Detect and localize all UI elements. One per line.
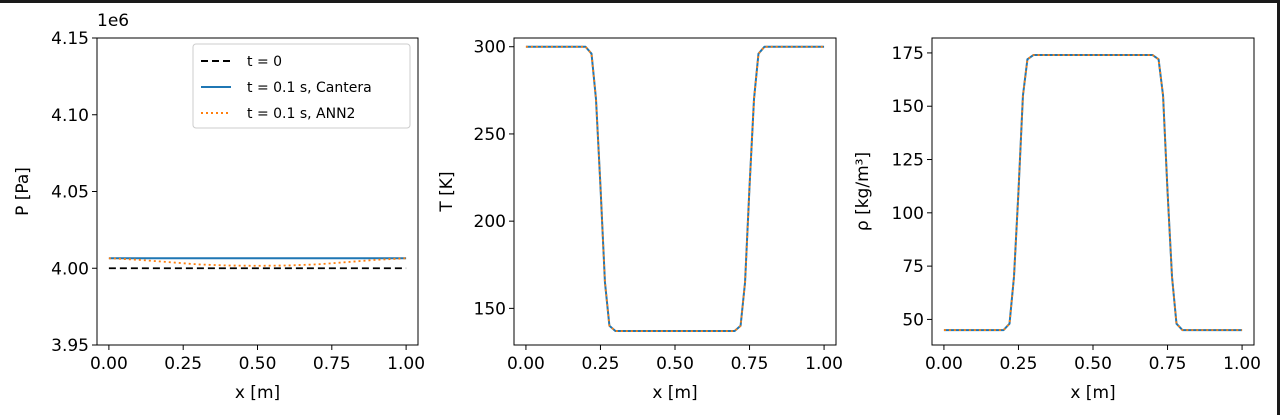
y-axis-label: P [Pa] [13, 167, 33, 216]
y-tick-label: 4.05 [51, 183, 89, 203]
x-tick-label: 0.25 [164, 354, 202, 374]
x-tick-label: 0.00 [507, 354, 545, 374]
x-tick-label: 0.50 [1074, 354, 1112, 374]
y-tick-label: 4.00 [51, 259, 89, 279]
x-tick-label: 0.50 [656, 354, 694, 374]
y-offset-text: 1e6 [97, 11, 129, 31]
y-tick-label: 175 [892, 44, 924, 64]
legend-entry-1: t = 0 [247, 54, 282, 70]
series-line-2 [943, 54, 1243, 331]
plot-area-frame [931, 37, 1255, 346]
y-axis-label: T [K] [437, 171, 457, 212]
x-axis-label: x [m] [652, 383, 697, 403]
x-tick-label: 1.00 [1223, 354, 1261, 374]
x-tick-label: 0.75 [1149, 354, 1187, 374]
x-axis-label: x [m] [235, 383, 280, 403]
series-line-2 [525, 45, 825, 332]
y-tick-label: 300 [474, 38, 506, 58]
chart-panel-1: 0.00 0.25 0.50 0.75 1.00 3.95 4.00 4.05 4.10 4.15… [13, 11, 425, 403]
x-tick-label: 1.00 [387, 354, 425, 374]
y-tick-label: 150 [892, 97, 924, 117]
x-tick-label: 0.75 [731, 354, 769, 374]
x-tick-label: 0.50 [239, 354, 277, 374]
y-tick-label: 200 [474, 212, 506, 232]
x-tick-label: 0.00 [925, 354, 963, 374]
y-tick-label: 4.10 [51, 106, 89, 126]
y-tick-label: 50 [902, 310, 924, 330]
x-tick-label: 0.00 [90, 354, 128, 374]
legend-entry-2: t = 0.1 s, Cantera [247, 80, 372, 96]
x-axis-label: x [m] [1070, 383, 1115, 403]
y-axis-label: ρ [kg/m³] [853, 152, 873, 231]
y-tick-label: 150 [474, 299, 506, 319]
x-tick-label: 0.25 [1000, 354, 1038, 374]
y-tick-label: 100 [892, 204, 924, 224]
plot-area-frame [513, 37, 837, 346]
x-tick-label: 0.75 [313, 354, 351, 374]
y-tick-label: 3.95 [51, 336, 89, 356]
x-tick-label: 0.25 [582, 354, 620, 374]
y-tick-label: 75 [902, 257, 924, 277]
chart-panel-2: 0.00 0.25 0.50 0.75 1.00 150 200 250 300 x [m] T [… [437, 37, 843, 403]
legend-box [192, 43, 411, 129]
y-tick-label: 125 [892, 151, 924, 171]
chart-panel-3: 0.00 0.25 0.50 0.75 1.00 50 75 100 125 150 175 x [m… [853, 37, 1261, 403]
y-tick-label: 4.15 [51, 29, 89, 49]
x-tick-label: 1.00 [805, 354, 843, 374]
y-tick-label: 250 [474, 125, 506, 145]
legend-entry-3: t = 0.1 s, ANN2 [247, 106, 355, 122]
